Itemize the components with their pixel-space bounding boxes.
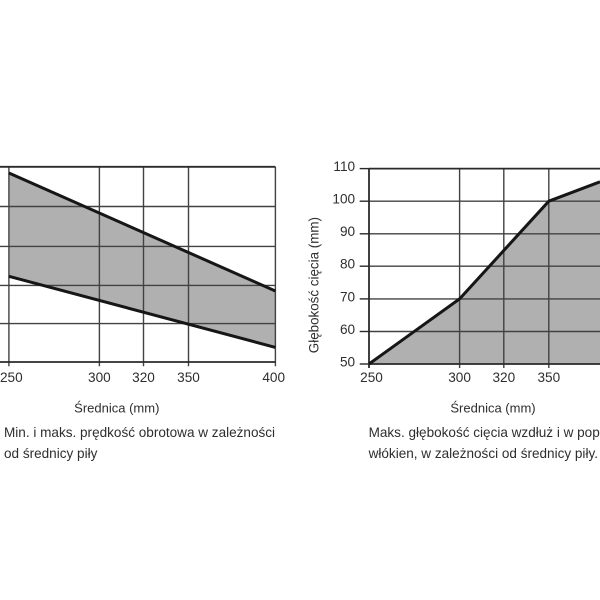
svg-text:włókien, w zależności od średn: włókien, w zależności od średnicy piły. <box>368 446 598 461</box>
svg-text:80: 80 <box>340 257 356 272</box>
svg-text:60: 60 <box>340 322 356 337</box>
svg-text:320: 320 <box>132 370 155 385</box>
svg-text:Maks. głębokość cięcia wzdłuż: Maks. głębokość cięcia wzdłuż i w poprze… <box>369 425 600 440</box>
svg-text:Średnica (mm): Średnica (mm) <box>74 401 159 416</box>
svg-text:110: 110 <box>333 159 355 174</box>
svg-text:350: 350 <box>537 370 560 385</box>
svg-text:od średnicy piły: od średnicy piły <box>4 446 98 461</box>
svg-text:100: 100 <box>332 192 355 207</box>
svg-text:300: 300 <box>448 370 471 385</box>
svg-text:50: 50 <box>340 354 356 369</box>
svg-text:250: 250 <box>0 370 23 385</box>
svg-text:90: 90 <box>340 224 356 239</box>
svg-text:300: 300 <box>88 370 111 385</box>
svg-text:Głębokość cięcia (mm): Głębokość cięcia (mm) <box>306 217 321 353</box>
svg-text:70: 70 <box>340 289 356 304</box>
svg-text:250: 250 <box>360 370 383 385</box>
svg-text:400: 400 <box>262 370 285 385</box>
svg-text:Średnica (mm): Średnica (mm) <box>450 401 535 416</box>
svg-text:350: 350 <box>177 370 200 385</box>
svg-text:320: 320 <box>492 370 515 385</box>
svg-text:Min. i maks. prędkość obrotowa: Min. i maks. prędkość obrotowa w zależno… <box>4 425 275 440</box>
